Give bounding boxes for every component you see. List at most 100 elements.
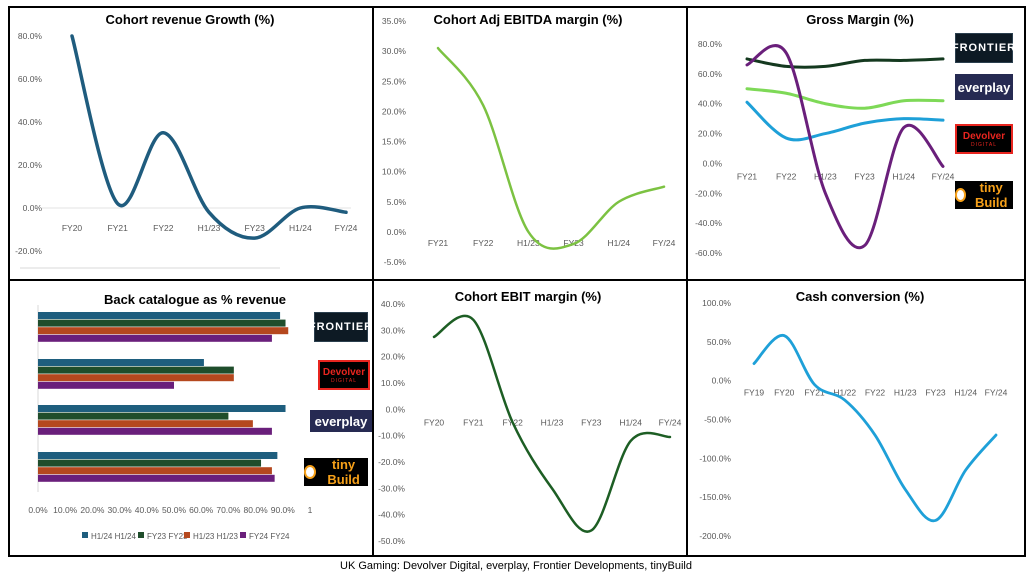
revenue-series-0-line — [70, 34, 348, 240]
ebit-title: Cohort EBIT margin (%) — [455, 289, 602, 304]
backcat-legend-label-2: H1/23 H1/23 — [193, 532, 238, 541]
everplay-logo: everplay — [955, 74, 1013, 100]
backcat-bar-tinybuild-3 — [38, 474, 275, 482]
tinybuild-face-icon — [955, 188, 967, 202]
cash-ytick-label: 50.0% — [707, 337, 732, 347]
revenue-ytick-label: 20.0% — [18, 160, 43, 170]
backcat-legend-swatch-2 — [184, 532, 190, 538]
cash-ytick-label: 0.0% — [712, 376, 732, 386]
backcat-bar-devolver-3 — [38, 381, 174, 389]
backcat-bar-everplay-0 — [38, 405, 286, 412]
revenue-ytick-label: 80.0% — [18, 31, 43, 41]
ebit-xtick-label: FY20 — [424, 417, 445, 427]
ebitda-ytick-label: 35.0% — [382, 16, 407, 26]
cash-xtick-label: H1/22 — [833, 388, 856, 398]
panel-cash — [686, 279, 1026, 557]
ebit-ytick-label: -50.0% — [378, 536, 405, 546]
cash-xtick-label: FY20 — [774, 388, 795, 398]
gross-ytick-label: 0.0% — [703, 158, 723, 168]
gross-ytick-label: -20.0% — [695, 188, 722, 198]
ebitda-ytick-label: 30.0% — [382, 46, 407, 56]
backcat-bar-frontier-2 — [38, 327, 289, 335]
revenue-xtick-label: FY21 — [108, 223, 129, 233]
devolver-logo-sub: DIGITAL — [970, 141, 998, 148]
backcat-bar-tinybuild-0 — [38, 452, 278, 459]
revenue-xtick-label: FY/24 — [335, 223, 358, 233]
ebit-xtick-label: H1/24 — [619, 417, 642, 427]
backcat-bar-everplay-2 — [38, 420, 253, 428]
ebit-xtick-label: H1/23 — [541, 417, 564, 427]
backcat-xtick-label: 80.0% — [244, 505, 269, 515]
ebitda-ytick-label: 5.0% — [387, 197, 407, 207]
cash-ytick-label: 100.0% — [702, 298, 731, 308]
cash-xtick-label: FY19 — [744, 388, 765, 398]
gross-ytick-label: -60.0% — [695, 248, 722, 258]
cash-xtick-label: FY22 — [865, 388, 886, 398]
backcat-xtick-label: 30.0% — [108, 505, 133, 515]
revenue-xtick-label: FY22 — [153, 223, 174, 233]
revenue-xtick-label: H1/24 — [289, 223, 312, 233]
backcat-xtick-label: 1 — [308, 505, 313, 515]
backcat-xtick-label: 0.0% — [28, 505, 48, 515]
ebitda-ytick-label: 15.0% — [382, 137, 407, 147]
gross-xtick-label: FY21 — [737, 171, 758, 181]
gross-xtick-label: FY23 — [854, 171, 875, 181]
ebit-xtick-label: FY23 — [581, 417, 602, 427]
ebitda-xtick-label: FY22 — [473, 238, 494, 248]
backcat-xtick-label: 40.0% — [135, 505, 160, 515]
devolver-logo-2-sub: DIGITAL — [330, 377, 358, 384]
devolver-logo: Devolver DIGITAL — [955, 124, 1013, 154]
cash-ytick-label: -200.0% — [699, 531, 731, 541]
panel-ebit — [372, 279, 688, 557]
ebit-xtick-label: FY/24 — [659, 417, 682, 427]
cash-xtick-label: H1/23 — [894, 388, 917, 398]
cash-ytick-label: -100.0% — [699, 453, 731, 463]
revenue-xtick-label: H1/23 — [198, 223, 221, 233]
ebitda-ytick-label: 20.0% — [382, 106, 407, 116]
backcat-xtick-label: 50.0% — [162, 505, 187, 515]
devolver-logo-text: Devolver — [962, 130, 1006, 142]
backcat-xtick-label: 70.0% — [216, 505, 241, 515]
devolver-logo-2: Devolver DIGITAL — [318, 360, 370, 390]
ebit-ytick-label: 20.0% — [381, 352, 406, 362]
gross-ytick-label: -40.0% — [695, 218, 722, 228]
gross-ytick-label: 60.0% — [698, 69, 723, 79]
ebitda-ytick-label: 25.0% — [382, 76, 407, 86]
tinybuild-logo-2-text: tiny Build — [327, 457, 360, 487]
ebitda-xtick-label: H1/23 — [517, 238, 540, 248]
frontier-logo-2: FRONTIER — [309, 312, 372, 342]
ebit-ytick-label: 30.0% — [381, 325, 406, 335]
cash-xtick-label: H1/24 — [954, 388, 977, 398]
backcat-xtick-label: 60.0% — [189, 505, 214, 515]
gross-xtick-label: FY22 — [776, 171, 797, 181]
gross-ytick-label: 20.0% — [698, 129, 723, 139]
ebitda-xtick-label: FY21 — [428, 238, 449, 248]
backcat-legend-swatch-1 — [138, 532, 144, 538]
ebitda-xtick-label: FY/24 — [653, 238, 676, 248]
cash-xtick-label: FY21 — [804, 388, 825, 398]
ebit-ytick-label: 0.0% — [386, 404, 406, 414]
revenue-ytick-label: 0.0% — [23, 203, 43, 213]
gross-series-3-line — [745, 44, 945, 250]
cash-series-0-line — [752, 334, 998, 523]
backcat-bar-devolver-0 — [38, 359, 204, 366]
tinybuild-logo-2: tiny Build — [304, 457, 368, 487]
figure-caption: UK Gaming: Devolver Digital, everplay, F… — [340, 560, 692, 572]
gross-title: Gross Margin (%) — [806, 12, 914, 27]
ebit-ytick-label: -10.0% — [378, 431, 405, 441]
backcat-bar-devolver-1 — [38, 366, 234, 374]
ebitda-ytick-label: 0.0% — [387, 227, 407, 237]
ebit-ytick-label: -20.0% — [378, 457, 405, 467]
ebit-xtick-label: FY21 — [463, 417, 484, 427]
revenue-title: Cohort revenue Growth (%) — [105, 12, 274, 27]
ebit-ytick-label: 10.0% — [381, 378, 406, 388]
ebitda-ytick-label: -5.0% — [384, 257, 407, 267]
backcat-bar-frontier-1 — [38, 319, 286, 327]
revenue-ytick-label: 40.0% — [18, 117, 43, 127]
gross-xtick-label: H1/23 — [814, 171, 837, 181]
